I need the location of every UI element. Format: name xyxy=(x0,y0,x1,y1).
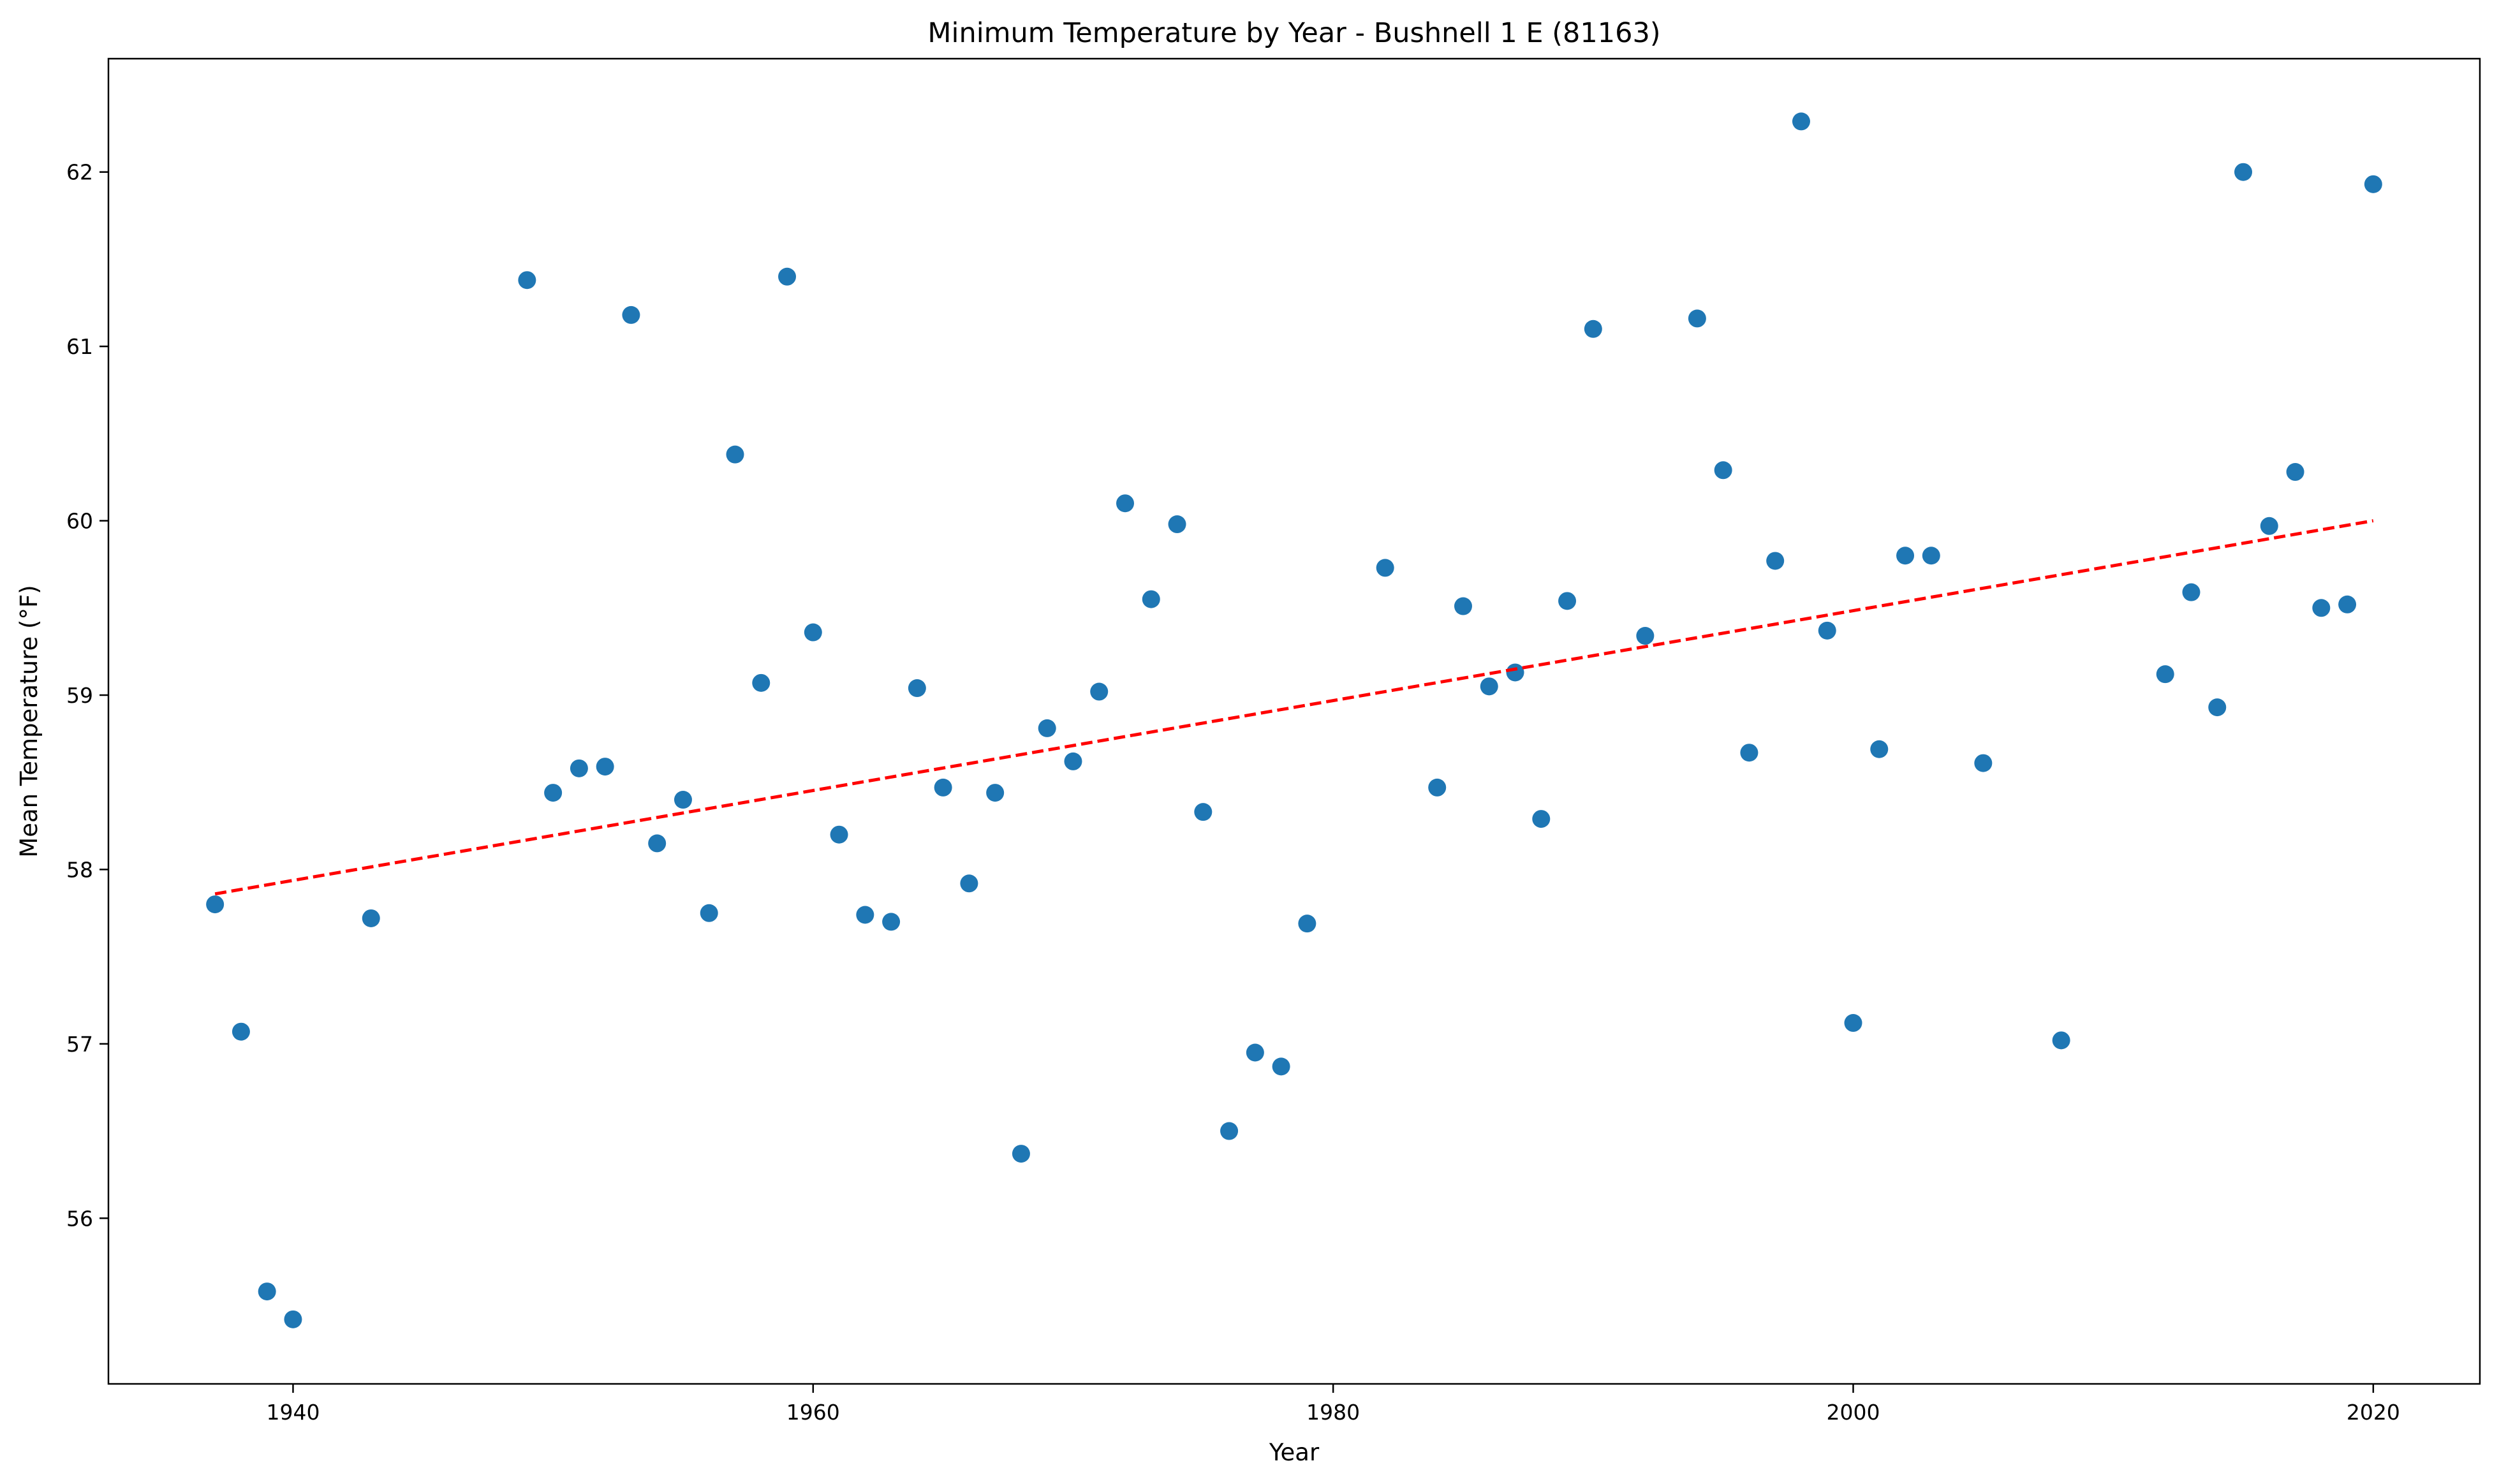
data-point xyxy=(1454,597,1472,615)
data-point xyxy=(700,904,718,922)
data-point xyxy=(1298,915,1316,933)
chart-title: Minimum Temperature by Year - Bushnell 1… xyxy=(927,17,1660,49)
data-point xyxy=(518,271,536,290)
data-point xyxy=(1272,1057,1290,1076)
data-point xyxy=(544,784,563,802)
data-point xyxy=(1168,515,1186,534)
data-point xyxy=(1038,719,1056,737)
data-points xyxy=(206,112,2382,1328)
data-point xyxy=(986,784,1005,802)
data-point xyxy=(1532,810,1551,828)
x-tick-label: 1960 xyxy=(786,1400,840,1425)
data-point xyxy=(2260,517,2278,535)
data-point xyxy=(2364,175,2382,193)
data-point xyxy=(1766,552,1785,570)
data-point xyxy=(1558,592,1577,610)
data-point xyxy=(1714,461,1732,480)
y-tick-label: 57 xyxy=(66,1032,93,1057)
data-point xyxy=(2338,595,2357,613)
data-point xyxy=(2234,163,2253,181)
y-axis-ticks: 56 57 58 59 60 61 62 xyxy=(66,160,108,1231)
y-tick-label: 61 xyxy=(66,334,93,359)
data-point xyxy=(804,623,822,642)
data-point xyxy=(1636,627,1655,645)
plot-area xyxy=(108,59,2480,1384)
data-point xyxy=(1688,309,1706,328)
data-point xyxy=(596,758,614,776)
y-axis-label: Mean Temperature (°F) xyxy=(15,585,43,857)
data-point xyxy=(284,1310,302,1328)
data-point xyxy=(1116,494,1135,513)
data-point xyxy=(1246,1043,1264,1062)
data-point xyxy=(258,1282,276,1301)
data-point xyxy=(960,874,978,893)
data-point xyxy=(1844,1014,1862,1032)
data-point xyxy=(2052,1031,2070,1050)
y-tick-label: 56 xyxy=(66,1206,93,1231)
data-point xyxy=(1090,682,1109,701)
data-point xyxy=(622,305,640,324)
x-axis-label: Year xyxy=(1269,1439,1320,1466)
data-point xyxy=(2208,698,2227,717)
data-point xyxy=(1740,744,1758,762)
data-point xyxy=(908,679,926,698)
data-point xyxy=(1220,1122,1239,1140)
data-point xyxy=(1974,754,1993,772)
data-point xyxy=(1506,663,1524,682)
data-point xyxy=(1012,1145,1030,1163)
data-point xyxy=(726,445,744,464)
data-point xyxy=(1142,590,1160,608)
y-tick-label: 58 xyxy=(66,857,93,882)
data-point xyxy=(232,1022,250,1041)
data-point xyxy=(778,267,797,286)
plot-frame xyxy=(107,57,2481,1385)
y-tick-label: 60 xyxy=(66,509,93,534)
data-point xyxy=(1428,778,1447,797)
x-tick-label: 1940 xyxy=(266,1400,320,1425)
y-tick-label: 59 xyxy=(66,683,93,708)
data-point xyxy=(1376,559,1394,577)
data-point xyxy=(1870,740,1889,758)
data-point xyxy=(648,834,667,853)
x-tick-label: 2020 xyxy=(2347,1400,2400,1425)
data-point xyxy=(674,791,692,809)
data-point xyxy=(2312,599,2331,617)
data-point xyxy=(882,913,901,931)
trend-line xyxy=(214,519,2374,896)
data-point xyxy=(2156,665,2174,684)
data-point xyxy=(1480,677,1498,696)
data-point xyxy=(1922,547,1940,565)
data-point xyxy=(1896,547,1915,565)
data-point xyxy=(1194,803,1213,821)
data-point xyxy=(2286,463,2304,481)
data-point xyxy=(206,895,225,914)
x-tick-label: 1980 xyxy=(1306,1400,1360,1425)
x-axis-ticks: 1940 1960 1980 2000 2020 xyxy=(266,1384,2400,1425)
y-tick-label: 62 xyxy=(66,160,93,185)
data-point xyxy=(1584,320,1602,338)
data-point xyxy=(1818,621,1836,640)
data-point xyxy=(752,673,770,692)
data-point xyxy=(362,909,380,927)
data-point xyxy=(570,759,588,777)
data-point xyxy=(1064,752,1082,770)
data-point xyxy=(2182,583,2200,601)
data-point xyxy=(830,825,848,844)
x-tick-label: 2000 xyxy=(1827,1400,1880,1425)
data-point xyxy=(856,906,874,924)
data-point xyxy=(1792,112,1810,131)
data-point xyxy=(934,778,952,797)
